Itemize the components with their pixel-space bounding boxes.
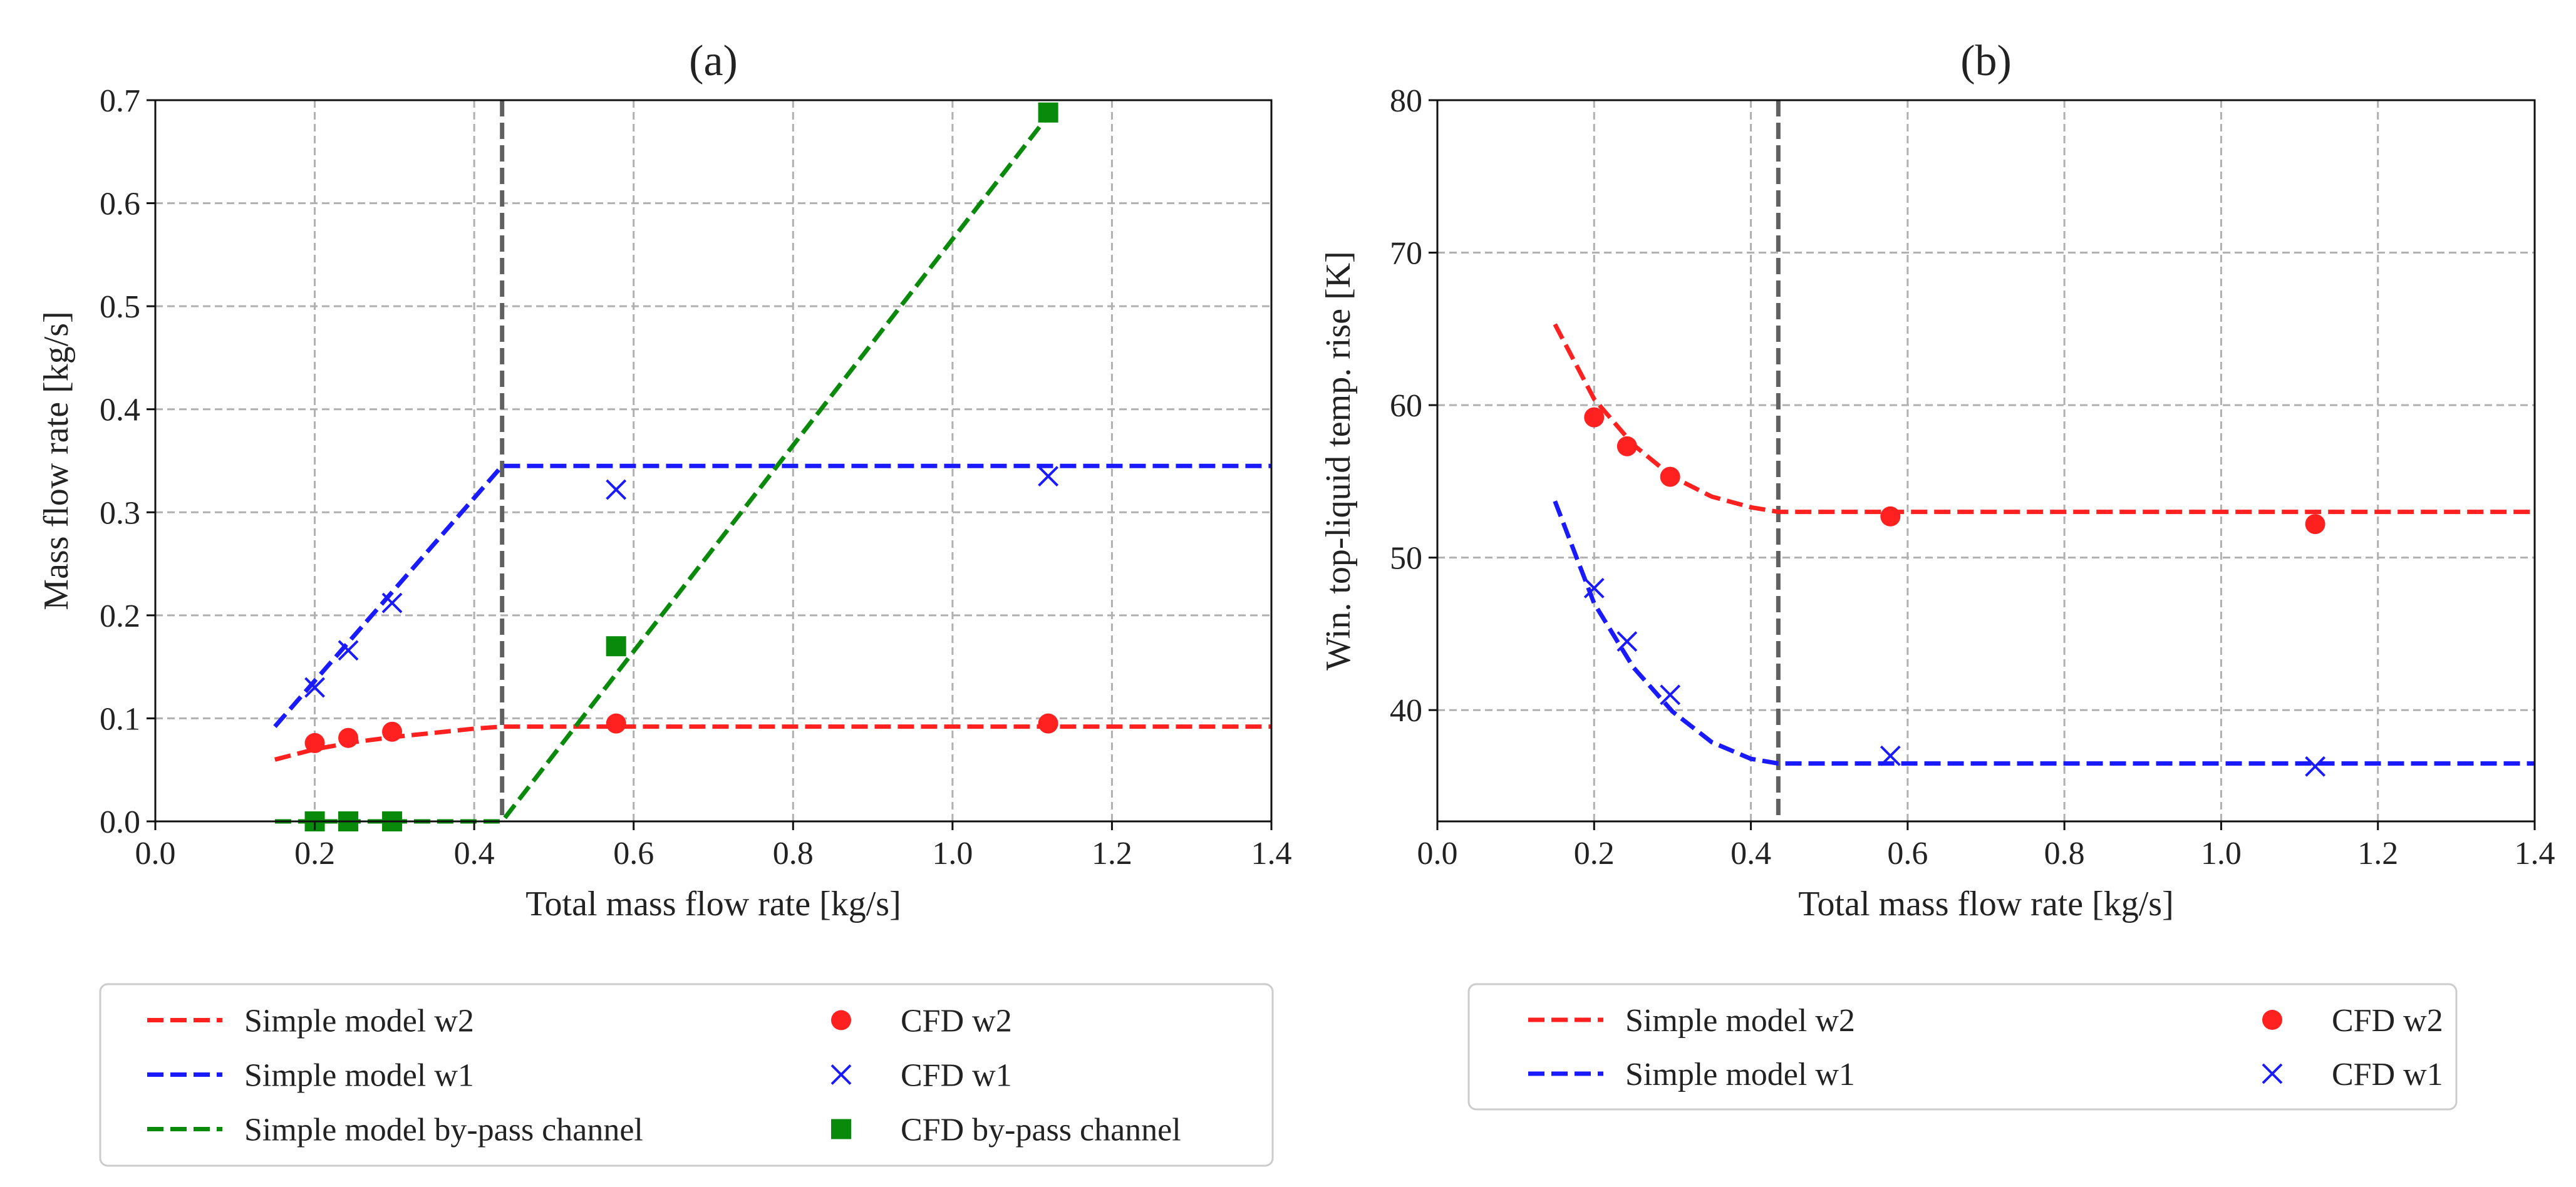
legend-item: CFD w2: [831, 1004, 1012, 1039]
legend-swatch-circle: [831, 1010, 851, 1030]
legend-label: CFD w1: [901, 1058, 1012, 1094]
x-tick-label: 1.2: [2357, 836, 2398, 871]
data-point-x-blue: [606, 479, 627, 500]
legend-box: [1467, 983, 2458, 1111]
legend-label: CFD w1: [2332, 1057, 2443, 1092]
y-tick-label: 0.2: [100, 599, 140, 634]
data-point-x-blue: [1660, 684, 1681, 706]
legend-label: CFD w2: [2332, 1003, 2443, 1039]
legend-item: Simple model by-pass channel: [147, 1112, 643, 1148]
legend-label: Simple model w1: [1625, 1057, 1855, 1092]
data-point-square-green: [1038, 102, 1058, 123]
x-tick-label: 0.8: [2044, 836, 2085, 871]
legend-swatch-square: [831, 1119, 851, 1139]
x-tick-label: 0.2: [1574, 836, 1615, 871]
x-axis-label: Total mass flow rate [kg/s]: [1798, 885, 2173, 923]
y-tick-label: 70: [1390, 236, 1422, 272]
legend: Simple model w2 CFD w2 Simple model w1 CFD …: [1467, 983, 2458, 1111]
legend-label: Simple model w1: [244, 1058, 474, 1094]
legend-item: Simple model w1: [147, 1058, 474, 1094]
legend-item: CFD w2: [2262, 1003, 2443, 1039]
legend: Simple model w2 CFD w2 Simple model w1 CFD …: [99, 983, 1274, 1167]
legend-item: CFD w1: [2262, 1057, 2443, 1092]
data-point-circle-red: [1038, 713, 1058, 734]
legend-label: CFD w2: [901, 1004, 1012, 1039]
data-point-circle-red: [606, 713, 626, 734]
legend-label: CFD by-pass channel: [901, 1112, 1181, 1148]
y-tick-label: 0.5: [100, 289, 140, 325]
x-tick-label: 0.0: [135, 836, 176, 871]
legend-label: Simple model w2: [244, 1004, 474, 1039]
x-tick-label: 0.4: [454, 836, 495, 871]
legend-swatch-circle: [2262, 1010, 2282, 1030]
legend-box: [99, 983, 1274, 1167]
y-tick-label: 0.1: [100, 701, 140, 737]
y-tick-label: 80: [1390, 83, 1422, 119]
y-axis-label: Win. top-liquid temp. rise [K]: [1319, 251, 1358, 671]
legend-item: Simple model w1: [1528, 1057, 1855, 1092]
data-point-x-blue: [1880, 745, 1901, 766]
x-tick-label: 1.0: [2201, 836, 2242, 871]
data-point-circle-red: [338, 727, 359, 748]
legend-label: Simple model w2: [1625, 1003, 1855, 1039]
plot-frame: [154, 99, 1273, 823]
series-line-blue: [1553, 500, 2535, 766]
x-tick-label: 1.2: [1092, 836, 1132, 871]
chart-a: 0.0 0.2 0.4 0.6 0.8 1.0 1.2 1.4 0.0 0.1 0.2 0.3 0.4 0…: [37, 37, 1292, 1167]
data-point-x-blue: [2305, 756, 2326, 777]
data-point-circle-red: [1616, 436, 1637, 456]
y-tick-label: 50: [1390, 541, 1422, 577]
x-tick-label: 1.4: [1251, 836, 1292, 871]
legend-item: Simple model w2: [147, 1004, 474, 1039]
data-point-circle-red: [1584, 407, 1605, 428]
x-axis-label: Total mass flow rate [kg/s]: [525, 885, 901, 923]
data-point-square-green: [606, 636, 626, 657]
x-tick-label: 0.6: [1887, 836, 1928, 871]
data-point-x-blue: [304, 677, 325, 698]
y-tick-label: 60: [1390, 388, 1422, 424]
series-line-red: [1553, 323, 2535, 515]
data-point-circle-red: [304, 732, 325, 753]
y-tick-label: 0.0: [100, 804, 140, 840]
y-tick-label: 40: [1390, 693, 1422, 729]
data-point-x-blue: [338, 640, 359, 661]
data-point-circle-red: [1660, 466, 1680, 487]
series-line-blue: [273, 463, 1271, 728]
x-tick-label: 0.6: [613, 836, 654, 871]
legend-item: Simple model w2: [1528, 1003, 1855, 1039]
chart-title: (b): [1960, 37, 2012, 85]
x-tick-label: 1.4: [2515, 836, 2555, 871]
x-tick-label: 0.2: [294, 836, 335, 871]
y-tick-label: 0.7: [100, 83, 140, 119]
y-tick-label: 0.4: [100, 393, 140, 428]
y-tick-label: 0.6: [100, 187, 140, 222]
data-point-circle-red: [2305, 514, 2325, 535]
legend-item: CFD w1: [830, 1058, 1012, 1094]
y-axis-label: Mass flow rate [kg/s]: [37, 311, 76, 610]
chart-b: 0.0 0.2 0.4 0.6 0.8 1.0 1.2 1.4 40 50 60 70 80 (b) Tot…: [1319, 37, 2555, 1111]
data-point-x-blue: [381, 592, 403, 614]
x-tick-label: 1.0: [932, 836, 973, 871]
x-tick-label: 0.0: [1417, 836, 1458, 871]
x-tick-label: 0.4: [1730, 836, 1771, 871]
data-point-x-blue: [1583, 577, 1605, 599]
data-point-circle-red: [1880, 506, 1901, 527]
legend-label: Simple model by-pass channel: [244, 1112, 643, 1148]
legend-swatch-x: [830, 1064, 852, 1085]
data-point-x-blue: [1038, 466, 1059, 487]
data-point-circle-red: [382, 721, 403, 742]
chart-title: (a): [689, 37, 738, 85]
legend-swatch-x: [2262, 1063, 2283, 1084]
x-tick-label: 0.8: [773, 836, 814, 871]
data-point-x-blue: [1616, 631, 1638, 652]
plot-frame: [1436, 99, 2536, 823]
y-tick-label: 0.3: [100, 495, 140, 531]
legend-item: CFD by-pass channel: [831, 1112, 1181, 1148]
